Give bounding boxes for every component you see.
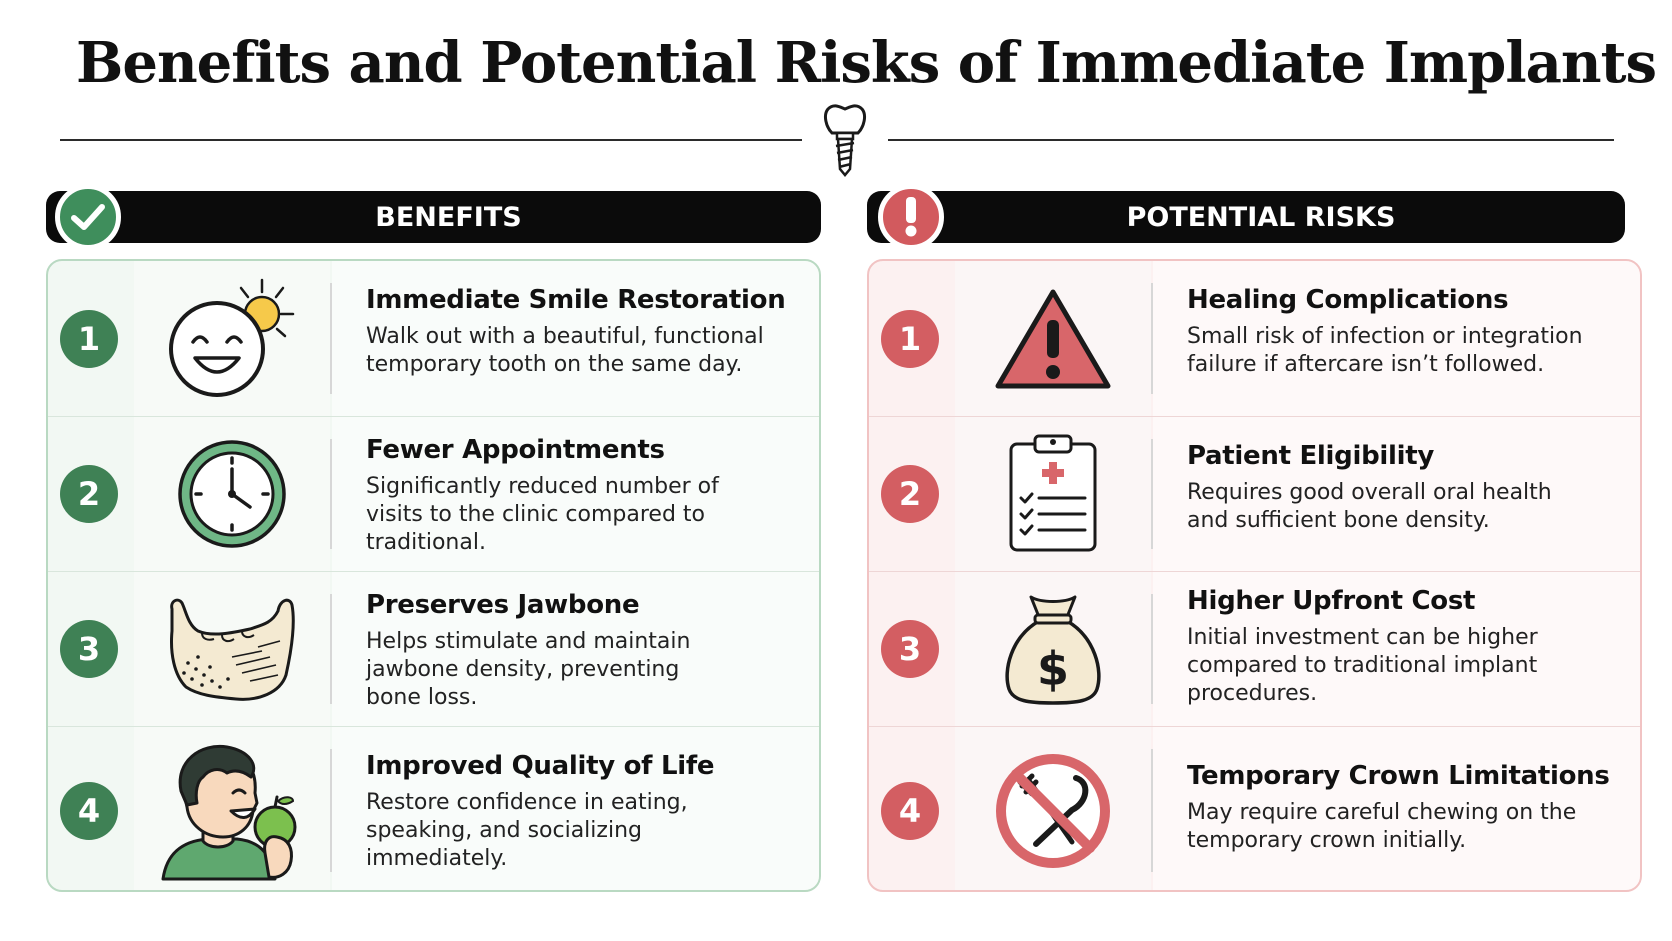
risk-number-badge: 3 (881, 620, 939, 678)
benefit-title: Improved Quality of Life (366, 751, 715, 781)
benefit-description: Significantly reduced number of visits t… (366, 474, 719, 555)
benefit-number-badge: 4 (60, 781, 118, 840)
benefit-item-1: 1 Immediate Smile Restoration Walk o (48, 261, 819, 416)
benefit-title: Preserves Jawbone (366, 590, 640, 620)
risks-panel: 1 Healing Complications Small risk of in… (867, 259, 1642, 892)
benefit-title: Immediate Smile Restoration (366, 285, 786, 315)
risk-title: Temporary Crown Limitations (1187, 761, 1610, 791)
risk-description: Initial investment can be higher compare… (1187, 625, 1538, 706)
benefit-description: Helps stimulate and maintain jawbone den… (366, 629, 691, 710)
risk-description: Requires good overall oral health and su… (1187, 480, 1552, 533)
risk-item-4: 4 Temporary Crown Limitations May requir… (869, 726, 1640, 890)
smiling-face-sun-icon (169, 278, 295, 397)
no-fork-knife-icon (996, 753, 1110, 868)
clock-icon (178, 440, 286, 548)
benefit-number-badge: 2 (60, 465, 118, 523)
risk-number-badge: 1 (881, 309, 939, 368)
title-divider-left (60, 139, 802, 141)
title-divider-right (888, 139, 1614, 141)
exclamation-icon (905, 197, 917, 237)
medical-clipboard-icon (1009, 434, 1097, 552)
risk-description: May require careful chewing on the tempo… (1187, 800, 1577, 853)
risks-header: POTENTIAL RISKS (867, 191, 1625, 243)
risks-header-label: POTENTIAL RISKS (1126, 201, 1396, 233)
benefit-item-3: 3 Preserves Jawbone Helps stimulat (48, 571, 819, 726)
risk-title: Healing Complications (1187, 285, 1509, 315)
benefit-item-4: 4 Improved Quality of Life Restore confi… (48, 726, 819, 890)
risk-item-2: 2 Patient Eligibility Requires good over… (869, 416, 1640, 571)
person-eating-apple-icon (161, 744, 297, 880)
warning-triangle-icon (995, 289, 1111, 388)
benefits-header-label: BENEFITS (375, 201, 522, 233)
risk-item-1: 1 Healing Complications Small risk of in… (869, 261, 1640, 416)
benefit-description: Restore confidence in eating, speaking, … (366, 790, 688, 871)
dental-implant-icon (823, 104, 867, 177)
risk-number-badge: 4 (881, 781, 939, 840)
benefit-description: Walk out with a beautiful, functional te… (366, 324, 764, 377)
benefits-header: BENEFITS (46, 191, 821, 243)
risks-badge (878, 184, 944, 250)
risk-description: Small risk of infection or integration f… (1187, 324, 1583, 377)
risk-title: Patient Eligibility (1187, 441, 1435, 471)
svg-text:$: $ (1037, 642, 1069, 696)
page-title: Benefits and Potential Risks of Immediat… (76, 30, 1657, 96)
risk-title: Higher Upfront Cost (1187, 586, 1476, 616)
benefits-panel: 1 Immediate Smile Restoration Walk o (46, 259, 821, 892)
benefit-number-badge: 1 (60, 309, 118, 368)
jawbone-icon (170, 598, 295, 701)
risk-item-3: 3 $ Higher Upfront Cost Initial investme… (869, 571, 1640, 726)
benefit-number-badge: 3 (60, 620, 118, 678)
risk-number-badge: 2 (881, 465, 939, 523)
money-bag-icon: $ (1005, 595, 1101, 705)
benefits-badge (55, 184, 121, 250)
benefit-title: Fewer Appointments (366, 435, 665, 465)
benefit-item-2: 2 Fewer Appointments Significantly reduc… (48, 416, 819, 571)
checkmark-icon (71, 204, 105, 230)
